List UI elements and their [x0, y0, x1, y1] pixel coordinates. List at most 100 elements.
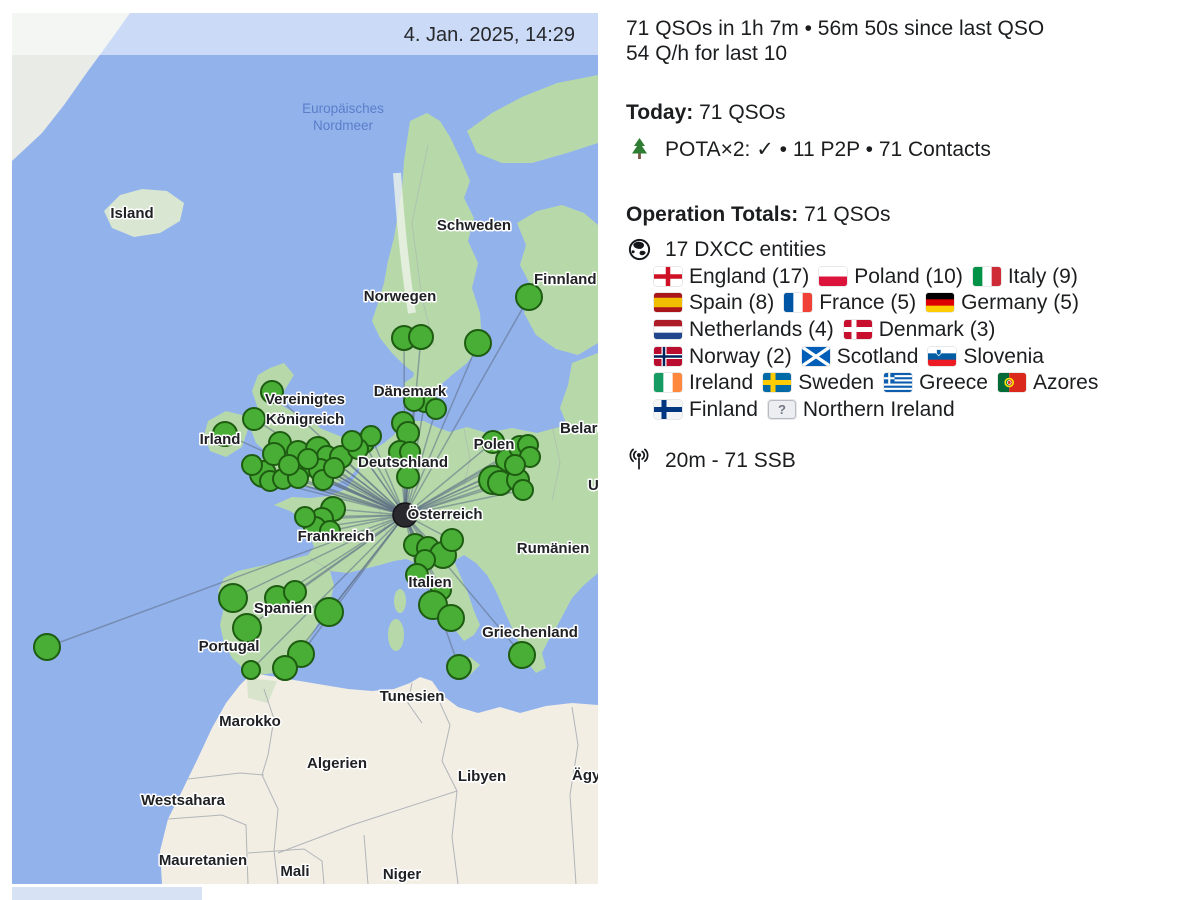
- qso-markers[interactable]: [33, 283, 543, 681]
- rate-stats: 71 QSOs in 1h 7m • 56m 50s since last QS…: [626, 0, 1192, 66]
- country-label-map: Deutschland: [358, 454, 448, 471]
- qso-path-line: [404, 441, 494, 516]
- country-label-map: Finnland: [534, 271, 597, 288]
- qso-marker-england[interactable]: [323, 457, 345, 479]
- qso-marker-slovenia[interactable]: [440, 528, 464, 552]
- qso-marker-ireland[interactable]: [212, 421, 238, 447]
- country-item-norway: Norway (2): [654, 344, 792, 369]
- country-label-map: Ägypten: [572, 767, 598, 784]
- today-label: Today:: [626, 101, 694, 124]
- qso-marker-germany[interactable]: [396, 465, 420, 489]
- map-tile-strip: [12, 887, 202, 900]
- flag-finland-icon: [654, 399, 682, 419]
- flag-denmark-icon: [843, 319, 872, 339]
- qso-marker-greece[interactable]: [508, 641, 536, 669]
- qso-marker-scotland[interactable]: [260, 380, 284, 404]
- country-label-map: Dänemark: [374, 383, 447, 400]
- qso-marker-england[interactable]: [241, 454, 263, 476]
- qso-marker-italy[interactable]: [437, 604, 465, 632]
- qso-marker-azores[interactable]: [33, 633, 61, 661]
- stats-panel: 71 QSOs in 1h 7m • 56m 50s since last QS…: [626, 0, 1192, 473]
- band-mode-summary: 20m - 71 SSB: [665, 448, 796, 472]
- qso-marker-spain[interactable]: [272, 655, 298, 681]
- qso-map[interactable]: Europäisches Nordmeer Island Schweden Norweg…: [12, 13, 598, 884]
- qso-marker-finland[interactable]: [515, 283, 543, 311]
- qso-path-line: [370, 435, 406, 516]
- rate-line-1: 71 QSOs in 1h 7m • 56m 50s since last QS…: [626, 17, 1045, 40]
- operation-totals-value: 71 QSOs: [804, 203, 891, 226]
- flag-scotland-icon: [801, 346, 830, 366]
- country-item-unknown: ? Northern Ireland: [767, 397, 955, 422]
- country-label: Denmark (3): [878, 317, 996, 341]
- country-label-map: Niger: [383, 866, 422, 883]
- country-label: Norway (2): [689, 344, 792, 368]
- qso-marker-spain[interactable]: [241, 660, 261, 680]
- country-label: Sweden: [798, 371, 875, 395]
- qso-marker-poland[interactable]: [504, 454, 526, 476]
- country-label: Azores: [1032, 371, 1099, 395]
- country-label: Poland (10): [854, 264, 963, 288]
- country-row: Netherlands (4) Denmark (3): [654, 316, 1192, 343]
- qso-marker-england[interactable]: [278, 454, 300, 476]
- country-label-map: Polen: [474, 436, 515, 453]
- country-label: Slovenia: [963, 344, 1044, 368]
- country-label: Netherlands (4): [689, 317, 834, 341]
- country-item-slovenia: Slovenia: [928, 344, 1044, 369]
- country-label-map: Portugal: [199, 638, 260, 655]
- hub-marker-austria[interactable]: [392, 502, 418, 528]
- qso-marker-poland[interactable]: [481, 430, 505, 454]
- qso-path-line: [404, 296, 530, 516]
- flag-italy-icon: [972, 266, 1001, 286]
- qso-marker-italy[interactable]: [405, 563, 429, 587]
- country-label-map: Marokko: [219, 713, 281, 730]
- country-label: England (17): [689, 264, 810, 288]
- country-label-map: Irland: [200, 431, 241, 448]
- qso-marker-denmark[interactable]: [403, 390, 425, 412]
- country-label: France (5): [819, 291, 917, 315]
- qso-marker-england[interactable]: [297, 448, 319, 470]
- qso-marker-netherlands[interactable]: [341, 430, 363, 452]
- country-row: Finland? Northern Ireland: [654, 396, 1192, 423]
- dxcc-count: 17 DXCC entities: [665, 238, 827, 261]
- country-label-map: Tunesien: [380, 688, 445, 705]
- qso-path-line: [404, 408, 437, 516]
- qso-marker-france[interactable]: [294, 506, 316, 528]
- qso-marker-sweden[interactable]: [464, 329, 492, 357]
- country-label-map: Island: [110, 205, 153, 222]
- country-label-map: Mali: [280, 863, 309, 880]
- country-label: Italy (9): [1007, 264, 1078, 288]
- operation-totals-label: Operation Totals:: [626, 203, 799, 226]
- qso-marker-northern-ireland[interactable]: [242, 407, 266, 431]
- qso-path-line: [46, 514, 406, 648]
- qso-path-line: [329, 514, 406, 532]
- qso-marker-spain[interactable]: [218, 583, 248, 613]
- qso-marker-spain[interactable]: [283, 580, 307, 604]
- pota-status: POTA×2: ✓ • 11 P2P • 71 Contacts: [665, 138, 991, 161]
- flag-spain-icon: [654, 293, 682, 313]
- date-banner: [12, 13, 598, 55]
- water-label: Europäisches: [302, 101, 384, 116]
- qso-marker-france[interactable]: [319, 520, 341, 542]
- country-label-map: Belarus: [560, 420, 598, 437]
- qso-marker-spain[interactable]: [232, 613, 262, 643]
- today-heading: Today: 71 QSOs: [626, 100, 1192, 125]
- flag-norway-icon: [654, 346, 682, 366]
- country-row: Norway (2) Scotland Slovenia: [654, 343, 1192, 370]
- country-item-sweden: Sweden: [763, 370, 874, 395]
- country-label-map: Algerien: [307, 755, 367, 772]
- qso-marker-germany[interactable]: [399, 441, 421, 463]
- country-item-ireland: Ireland: [654, 370, 753, 395]
- map-canvas[interactable]: Europäisches Nordmeer Island Schweden Norweg…: [12, 13, 598, 884]
- qso-marker-denmark[interactable]: [425, 398, 447, 420]
- qso-marker-poland[interactable]: [512, 479, 534, 501]
- qso-marker-spain[interactable]: [314, 597, 344, 627]
- country-item-england: England (17): [654, 264, 809, 289]
- rate-line-2: 54 Q/h for last 10: [626, 42, 788, 65]
- country-label-map: Westsahara: [141, 792, 226, 809]
- qso-marker-norway[interactable]: [408, 324, 434, 350]
- pine-tree-icon: [626, 138, 652, 161]
- country-label-map: Schweden: [437, 217, 511, 234]
- country-label: Northern Ireland: [802, 397, 955, 421]
- country-label: Spain (8): [689, 291, 775, 315]
- qso-marker-italy[interactable]: [446, 654, 472, 680]
